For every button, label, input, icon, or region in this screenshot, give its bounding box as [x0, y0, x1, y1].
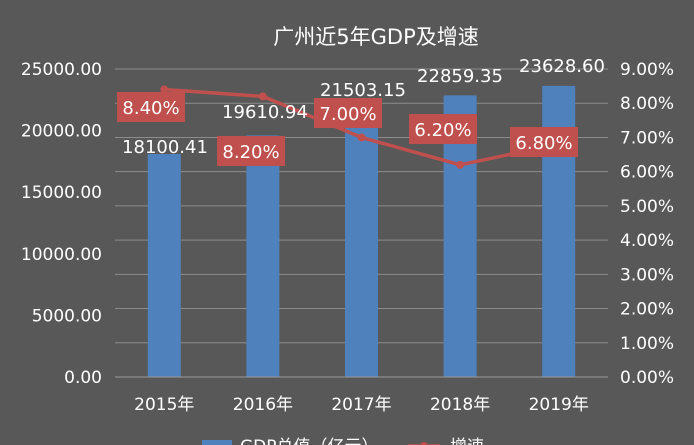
x-tick-label: 2016年 [233, 395, 293, 415]
legend: GDP总值（亿元） 增速 [202, 437, 484, 445]
growth-rate-label: 6.80% [515, 133, 572, 154]
growth-rate-label-box [409, 114, 477, 144]
y-right-tick-label: 4.00% [620, 231, 674, 251]
gdp-bar [246, 135, 280, 377]
gdp-value-label: 18100.41 [122, 137, 208, 158]
y-left-tick-label: 20000.00 [21, 122, 102, 142]
y-right-tick-label: 1.00% [620, 334, 674, 354]
growth-rate-label-box [314, 98, 382, 128]
y-right-tick-label: 6.00% [620, 163, 674, 183]
y-right-tick-label: 2.00% [620, 300, 674, 320]
axes: 0.00% 1.00% 2.00% 3.00% 4.00% 5.00% 6.00% 7.00%… [21, 60, 674, 415]
data-labels: 18100.41 19610.94 21503.15 22859.35 23628.60… [117, 56, 605, 166]
growth-point [258, 92, 267, 101]
legend-swatch-gdp [202, 440, 232, 445]
growth-rate-label-box [117, 92, 185, 122]
y-left-tick-label: 15000.00 [21, 183, 102, 203]
y-left-tick-label: 5000.00 [32, 306, 102, 326]
gdp-bar [345, 112, 378, 378]
growth-point [160, 85, 169, 94]
growth-rate-label-box [217, 136, 285, 166]
gdp-value-label: 23628.60 [519, 56, 605, 77]
y-right-tick-label: 8.00% [620, 94, 674, 114]
x-tick-label: 2017年 [331, 395, 391, 415]
legend-marker-growth [420, 442, 428, 445]
growth-rate-label: 7.00% [319, 104, 376, 125]
growth-point [456, 160, 465, 169]
y-left-tick-label: 10000.00 [21, 245, 102, 265]
gdp-bar [147, 154, 181, 377]
gdp-value-label: 21503.15 [320, 80, 406, 101]
legend-label-growth: 增速 [450, 437, 484, 445]
growth-rate-label: 6.20% [414, 120, 471, 141]
y-right-tick-label: 0.00% [620, 368, 674, 388]
x-tick-label: 2019年 [529, 395, 589, 415]
gdp-value-label: 22859.35 [417, 66, 503, 87]
y-right-tick-label: 3.00% [620, 265, 674, 285]
y-left-tick-label: 25000.00 [21, 60, 102, 80]
bars [147, 85, 576, 378]
growth-point [357, 133, 366, 142]
growth-rate-label-box [510, 127, 578, 157]
x-tick-label: 2018年 [430, 395, 490, 415]
y-right-tick-label: 9.00% [620, 60, 674, 80]
gdp-value-label: 19610.94 [222, 102, 308, 123]
growth-rate-label: 8.20% [222, 142, 279, 163]
growth-rate-label: 8.40% [122, 98, 179, 119]
legend-label-gdp: GDP总值（亿元） [240, 437, 379, 445]
y-right-tick-label: 7.00% [620, 128, 674, 148]
chart-title: 广州近5年GDP及增速 [273, 25, 478, 49]
x-tick-label: 2015年 [134, 395, 194, 415]
y-left-tick-label: 0.00 [64, 368, 102, 388]
y-right-tick-label: 5.00% [620, 197, 674, 217]
